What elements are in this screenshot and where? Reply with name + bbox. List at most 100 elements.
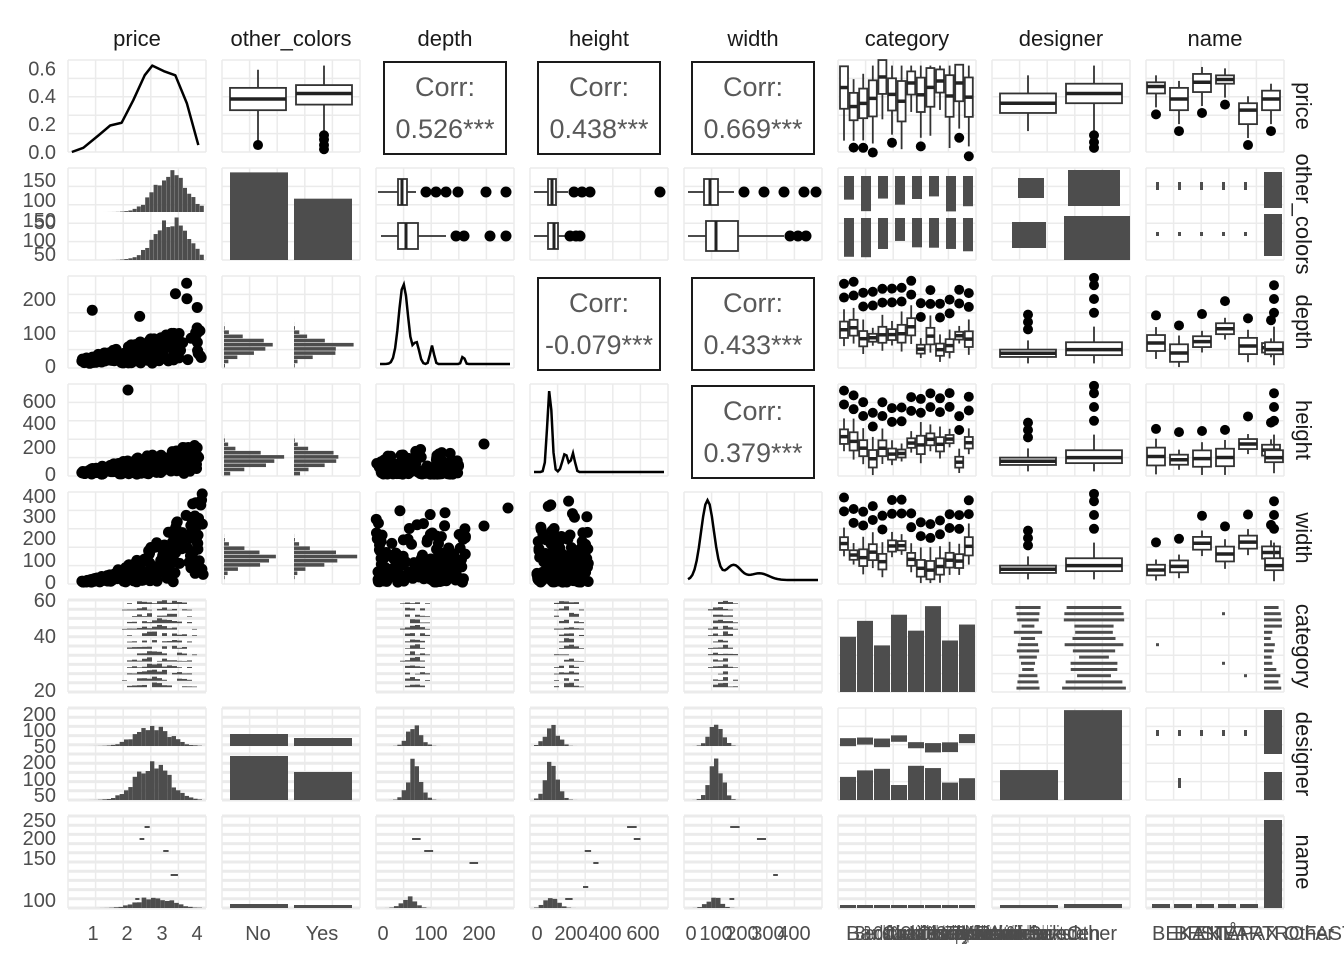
scatter-point xyxy=(435,556,447,568)
facet-bar xyxy=(1264,680,1279,684)
outlier-point xyxy=(925,519,936,530)
facet-bar xyxy=(1244,674,1247,678)
facet-bar xyxy=(946,176,956,212)
x-tick-label: 300 xyxy=(751,923,784,945)
histogram-bar xyxy=(145,730,150,746)
outlier-point xyxy=(954,424,965,435)
scatter-point xyxy=(172,344,184,356)
outlier-point xyxy=(1220,424,1230,435)
histogram-bar xyxy=(142,621,147,624)
facet-bar xyxy=(565,898,573,900)
histogram-bar xyxy=(696,745,701,746)
outlier-point xyxy=(1089,402,1099,412)
correlation-box xyxy=(383,61,507,155)
histogram-bar xyxy=(425,603,430,604)
histogram-bar xyxy=(137,731,142,746)
histogram-bar xyxy=(172,640,177,643)
histogram-bar xyxy=(162,653,167,656)
histogram-bar xyxy=(187,679,192,681)
histogram-bar xyxy=(187,609,192,611)
facet-bar xyxy=(135,898,140,900)
outlier-point xyxy=(1089,294,1099,304)
facet-bar xyxy=(1222,182,1225,190)
facet-bar xyxy=(912,218,922,248)
outlier-point xyxy=(1089,523,1099,534)
histogram-bar xyxy=(192,628,197,630)
column-strip-label: height xyxy=(569,26,629,51)
histogram-bar xyxy=(559,608,564,611)
count-bar xyxy=(1064,710,1122,800)
outlier-point xyxy=(1269,294,1279,304)
outlier-point xyxy=(858,301,869,312)
outlier-point xyxy=(867,407,878,418)
histogram-bar xyxy=(152,664,157,668)
histogram-bar xyxy=(192,686,197,688)
histogram-bar xyxy=(132,621,137,624)
histogram-bar xyxy=(176,739,181,746)
scatter-point xyxy=(548,522,560,534)
histogram-bar xyxy=(564,601,569,604)
histogram-bar xyxy=(142,678,147,681)
y-tick-label: 0 xyxy=(45,572,56,594)
outlier-point xyxy=(963,495,974,506)
outlier-point xyxy=(1023,317,1033,327)
histogram-bar xyxy=(147,613,152,617)
y-tick-label: 50 xyxy=(34,244,56,266)
outlier-point xyxy=(925,532,936,543)
histogram-bar xyxy=(579,628,584,630)
facet-bar xyxy=(874,905,890,908)
histogram-bar xyxy=(534,745,539,746)
histogram-bar xyxy=(723,682,728,688)
histogram-bar xyxy=(124,739,129,746)
histogram-bar xyxy=(177,621,182,624)
histogram-bar xyxy=(728,627,733,630)
outlier-point xyxy=(954,523,965,534)
outlier-point xyxy=(848,290,859,301)
histogram-bar xyxy=(554,602,559,604)
histogram-bar xyxy=(718,654,723,656)
outlier-point xyxy=(1174,320,1184,331)
histogram-bar xyxy=(177,652,182,656)
histogram-bar xyxy=(414,766,419,800)
outlier-point xyxy=(1089,415,1099,426)
histogram-bar xyxy=(713,620,718,624)
outlier-point xyxy=(915,407,926,418)
histogram-bar xyxy=(224,550,260,555)
facet-bar xyxy=(1018,178,1044,198)
facet-bar xyxy=(1264,637,1271,640)
histogram-bar xyxy=(224,355,238,360)
histogram-bar xyxy=(706,901,712,908)
histogram-bar xyxy=(163,770,168,800)
histogram-bar xyxy=(224,546,245,550)
histogram-bar xyxy=(564,678,569,681)
histogram-bar xyxy=(137,685,142,688)
histogram-bar xyxy=(102,799,107,800)
histogram-bar xyxy=(405,614,410,617)
histogram-bar xyxy=(147,670,152,675)
facet-bar xyxy=(1222,612,1225,616)
count-bar xyxy=(840,636,856,692)
histogram-bar xyxy=(137,678,142,681)
histogram-bar xyxy=(137,902,142,908)
histogram-bar xyxy=(147,609,152,611)
histogram-bar xyxy=(423,792,428,800)
histogram-bar xyxy=(294,558,338,563)
histogram-bar xyxy=(167,613,172,617)
histogram-bar xyxy=(713,633,718,636)
histogram-bar xyxy=(132,257,137,260)
facet-bar xyxy=(895,218,905,241)
histogram-bar xyxy=(177,647,182,649)
x-tick-label: 1 xyxy=(87,923,98,945)
outlier-point xyxy=(1089,130,1099,141)
histogram-bar xyxy=(723,608,728,611)
histogram-bar xyxy=(157,624,162,630)
histogram-bar xyxy=(547,898,553,908)
scatter-point xyxy=(439,520,451,532)
x-tick-label: Chairs xyxy=(882,923,936,945)
facet-bar xyxy=(874,768,890,800)
histogram-bar xyxy=(294,567,306,571)
scatter-point xyxy=(431,544,443,556)
histogram-bar xyxy=(564,619,569,624)
facet-bar xyxy=(163,850,169,852)
histogram-bar xyxy=(554,667,559,668)
